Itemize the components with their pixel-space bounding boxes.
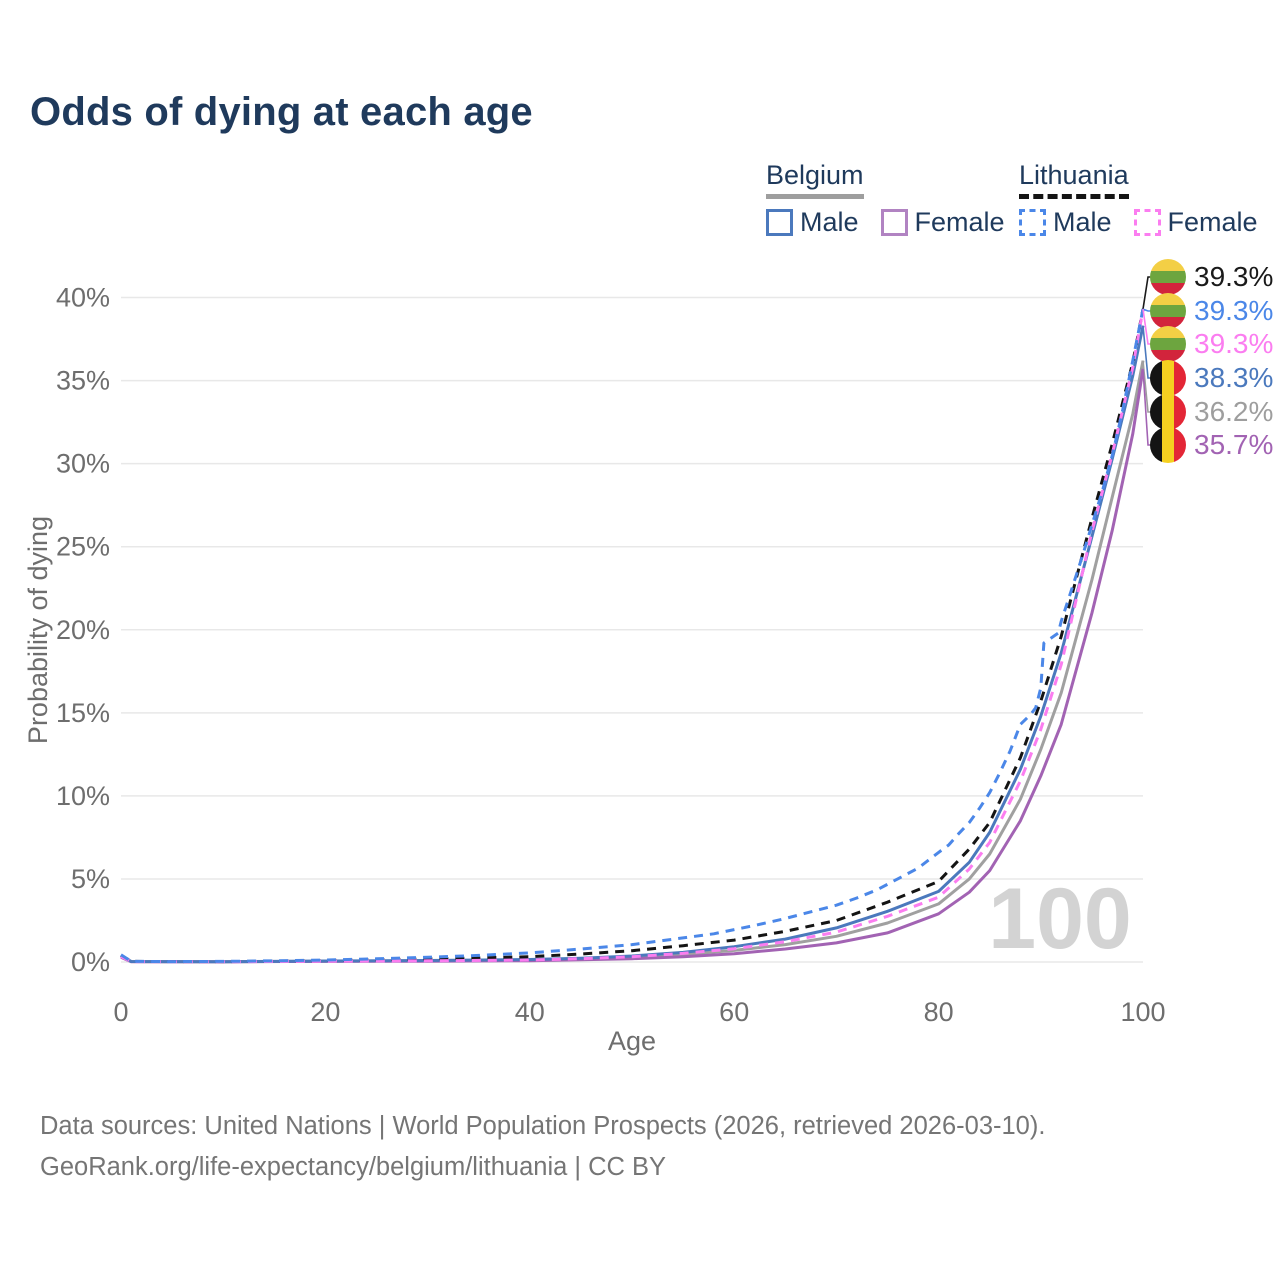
x-tick-label: 0: [113, 997, 128, 1027]
y-tick-label: 25%: [56, 532, 110, 562]
legend-label-lithuania-male: Male: [1053, 207, 1112, 237]
x-tick-label: 40: [515, 997, 545, 1027]
x-axis-title: Age: [608, 1026, 656, 1056]
y-tick-label: 10%: [56, 781, 110, 811]
y-axis-title: Probability of dying: [23, 516, 53, 744]
data-sources-line1: Data sources: United Nations | World Pop…: [40, 1112, 1046, 1140]
legend-group-lithuania: Lithuania Male Female: [1019, 160, 1258, 238]
y-tick-label: 0%: [71, 947, 110, 977]
age-watermark: 100: [988, 871, 1132, 967]
legend-swatch-belgium-female: [880, 209, 908, 236]
label-connector-lithuania-total: [1142, 276, 1152, 310]
legend-item-lithuania-male[interactable]: Male: [1019, 207, 1112, 238]
legend-swatch-lithuania-male: [1019, 209, 1046, 236]
series-belgium-male[interactable]: [120, 325, 1145, 964]
legend-label-belgium-male: Male: [800, 207, 859, 237]
series-lithuania-male[interactable]: [120, 308, 1145, 964]
x-tick-label: 100: [1120, 997, 1165, 1027]
y-tick-label: 40%: [56, 283, 110, 313]
y-tick-label: 35%: [56, 366, 110, 396]
legend-swatch-lithuania-female: [1133, 209, 1161, 236]
data-sources-line2: GeoRank.org/life-expectancy/belgium/lith…: [40, 1153, 667, 1181]
series-lithuania-total[interactable]: [120, 308, 1145, 964]
legend-group-belgium: Belgium Male Female: [766, 160, 1005, 238]
legend-item-lithuania-female[interactable]: Female: [1133, 207, 1258, 238]
x-tick-label: 60: [719, 997, 749, 1027]
y-tick-label: 20%: [56, 615, 110, 645]
page-title: Odds of dying at each age: [30, 90, 533, 134]
legend-country-belgium[interactable]: Belgium: [766, 160, 864, 199]
label-connector-lithuania-male: [1142, 308, 1152, 312]
x-tick-label: 20: [310, 997, 340, 1027]
legend-label-lithuania-female: Female: [1167, 207, 1258, 237]
legend-label-belgium-female: Female: [914, 207, 1005, 237]
y-tick-label: 15%: [56, 698, 110, 728]
y-tick-label: 30%: [56, 449, 110, 479]
series-lithuania-female[interactable]: [120, 308, 1145, 964]
legend-country-lithuania[interactable]: Lithuania: [1019, 160, 1129, 199]
legend-item-belgium-male[interactable]: Male: [766, 207, 859, 238]
legend-item-belgium-female[interactable]: Female: [880, 207, 1005, 238]
data-sources: Data sources: United Nations | World Pop…: [40, 1106, 1045, 1188]
legend-swatch-belgium-male: [766, 209, 793, 236]
y-tick-label: 5%: [71, 864, 110, 894]
x-tick-label: 80: [924, 997, 954, 1027]
